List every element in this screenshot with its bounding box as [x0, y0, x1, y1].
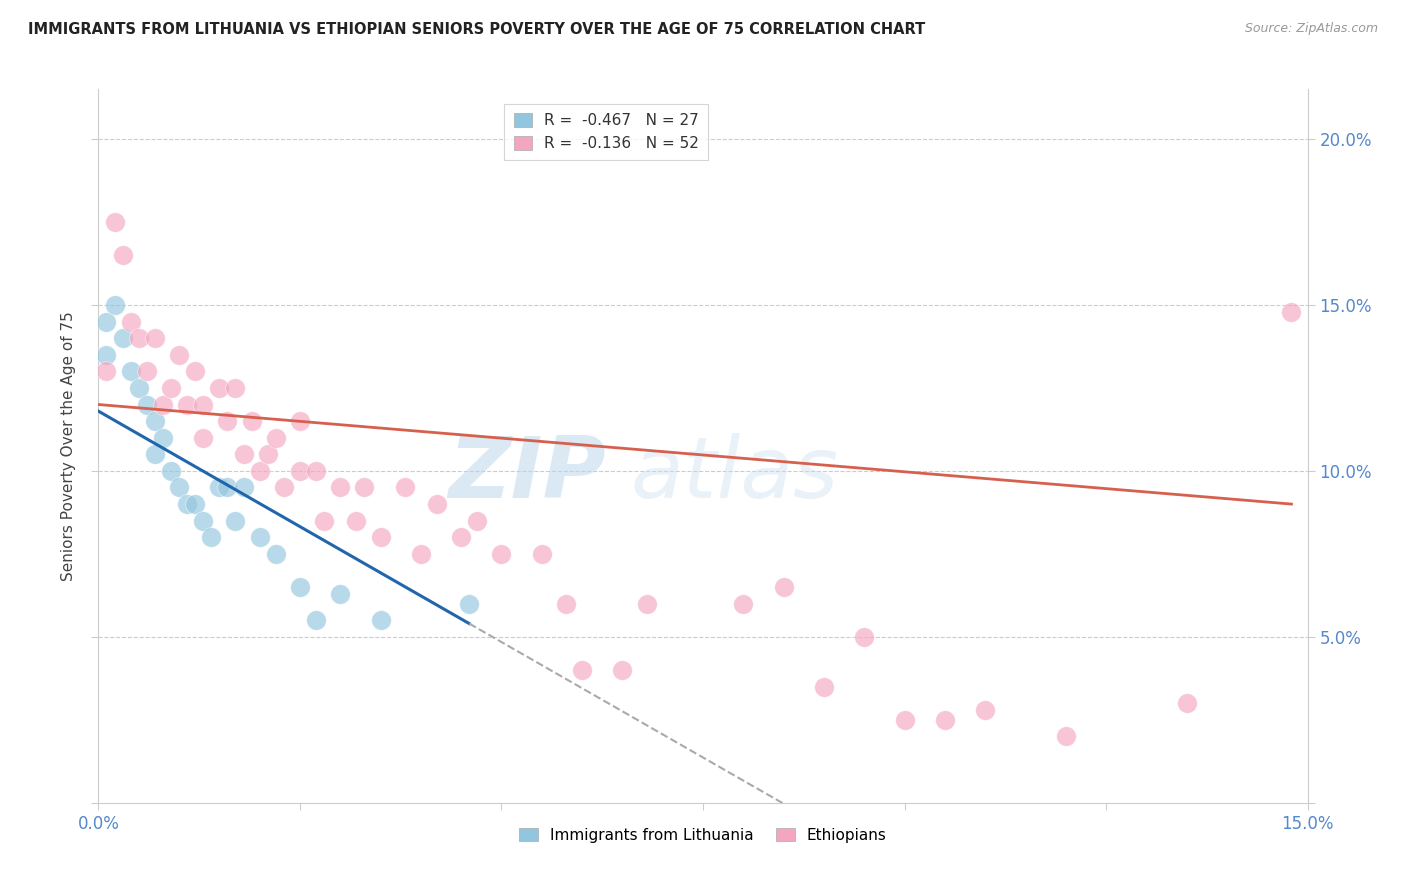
Point: [224, 381, 246, 395]
Point: [128, 381, 150, 395]
Point: [465, 514, 488, 528]
Point: [120, 364, 142, 378]
Point: [394, 481, 416, 495]
Y-axis label: Seniors Poverty Over the Age of 75: Seniors Poverty Over the Age of 75: [60, 311, 76, 581]
Point: [160, 464, 183, 478]
Point: [96, 314, 118, 328]
Point: [256, 447, 278, 461]
Point: [111, 331, 134, 345]
Point: [974, 703, 997, 717]
Point: [772, 580, 794, 594]
Point: [96, 348, 118, 362]
Point: [240, 414, 263, 428]
Point: [120, 314, 142, 328]
Point: [208, 481, 231, 495]
Point: [329, 481, 352, 495]
Point: [111, 248, 134, 262]
Point: [249, 530, 271, 544]
Point: [176, 497, 198, 511]
Point: [103, 215, 125, 229]
Point: [491, 547, 513, 561]
Point: [167, 481, 190, 495]
Point: [232, 447, 254, 461]
Point: [184, 364, 207, 378]
Point: [217, 481, 239, 495]
Text: Source: ZipAtlas.com: Source: ZipAtlas.com: [1244, 22, 1378, 36]
Point: [329, 587, 352, 601]
Point: [135, 397, 157, 411]
Point: [344, 514, 367, 528]
Point: [305, 613, 328, 627]
Point: [176, 397, 198, 411]
Point: [208, 381, 231, 395]
Point: [135, 364, 157, 378]
Point: [1054, 730, 1077, 744]
Point: [853, 630, 876, 644]
Point: [1281, 304, 1303, 318]
Point: [288, 580, 311, 594]
Point: [288, 414, 311, 428]
Point: [249, 464, 271, 478]
Point: [530, 547, 553, 561]
Point: [273, 481, 295, 495]
Point: [409, 547, 432, 561]
Point: [217, 414, 239, 428]
Point: [232, 481, 254, 495]
Point: [128, 331, 150, 345]
Point: [193, 431, 215, 445]
Point: [143, 447, 166, 461]
Text: IMMIGRANTS FROM LITHUANIA VS ETHIOPIAN SENIORS POVERTY OVER THE AGE OF 75 CORREL: IMMIGRANTS FROM LITHUANIA VS ETHIOPIAN S…: [28, 22, 925, 37]
Point: [264, 547, 287, 561]
Point: [103, 298, 125, 312]
Point: [143, 331, 166, 345]
Point: [893, 713, 915, 727]
Legend: Immigrants from Lithuania, Ethiopians: Immigrants from Lithuania, Ethiopians: [513, 822, 893, 848]
Point: [733, 597, 755, 611]
Text: ZIP: ZIP: [449, 433, 606, 516]
Point: [96, 364, 118, 378]
Point: [370, 613, 392, 627]
Point: [636, 597, 658, 611]
Point: [264, 431, 287, 445]
Point: [200, 530, 222, 544]
Point: [193, 397, 215, 411]
Point: [450, 530, 472, 544]
Point: [305, 464, 328, 478]
Point: [571, 663, 593, 677]
Point: [612, 663, 634, 677]
Point: [184, 497, 207, 511]
Point: [555, 597, 578, 611]
Point: [167, 348, 190, 362]
Point: [1175, 696, 1198, 710]
Point: [314, 514, 336, 528]
Point: [458, 597, 481, 611]
Point: [426, 497, 449, 511]
Point: [152, 397, 174, 411]
Point: [152, 431, 174, 445]
Point: [193, 514, 215, 528]
Point: [813, 680, 835, 694]
Point: [288, 464, 311, 478]
Point: [353, 481, 375, 495]
Point: [160, 381, 183, 395]
Point: [370, 530, 392, 544]
Point: [224, 514, 246, 528]
Point: [934, 713, 956, 727]
Point: [143, 414, 166, 428]
Text: atlas: atlas: [630, 433, 838, 516]
